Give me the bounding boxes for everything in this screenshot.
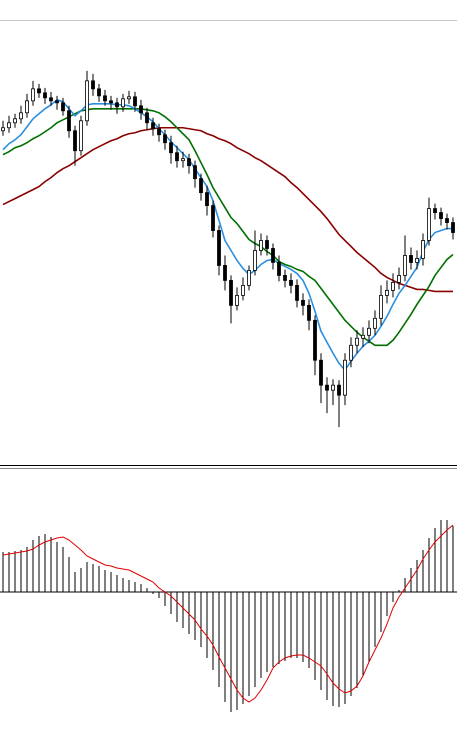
candle-body (199, 178, 203, 194)
candle-body (367, 327, 371, 336)
candle-body (97, 88, 101, 97)
candle-body (25, 100, 29, 114)
candle-body (151, 122, 155, 130)
candle-body (49, 97, 53, 102)
moving-average-line (2, 108, 454, 347)
candle-body (121, 98, 125, 108)
moving-average-line (2, 126, 453, 293)
candle-body (211, 205, 215, 231)
candle-body (391, 282, 395, 291)
candle-body (247, 270, 251, 286)
candle-body (349, 344, 353, 361)
candle-body (187, 158, 191, 167)
candle-body (307, 304, 311, 321)
candle-body (43, 92, 47, 99)
candle-body (67, 110, 71, 132)
candle-body (217, 230, 221, 266)
candle-body (271, 248, 275, 263)
candle-body (181, 158, 185, 162)
candle-body (277, 262, 281, 276)
candle-body (85, 80, 89, 122)
candle-body (1, 127, 5, 132)
candle-body (421, 240, 425, 259)
candle-body (103, 95, 107, 102)
candle-body (133, 96, 137, 107)
candle-body (193, 165, 197, 180)
candle-body (385, 289, 389, 296)
candle-body (325, 384, 329, 391)
candle-body (361, 334, 365, 339)
candle-body (445, 218, 449, 223)
candle-body (109, 100, 113, 104)
candle-body (259, 240, 263, 251)
candle-body (241, 285, 245, 296)
candle-body (283, 275, 287, 281)
candle-body (295, 285, 299, 301)
candle-body (397, 275, 401, 283)
candle-body (163, 134, 167, 144)
candle-body (19, 112, 23, 120)
candle-body (175, 152, 179, 162)
candle-body (145, 112, 149, 124)
candle-body (379, 294, 383, 319)
candle-body (55, 100, 59, 104)
candle-body (403, 255, 407, 276)
candle-body (427, 208, 431, 241)
candle-body (169, 142, 173, 154)
candle-body (265, 240, 269, 249)
signal-line (2, 524, 454, 703)
candle-body (157, 128, 161, 136)
candle-body (37, 88, 41, 94)
candle-body (289, 280, 293, 286)
candle-body (343, 359, 347, 396)
candle-body (79, 120, 83, 152)
candle-body (91, 80, 95, 90)
candle-body (235, 294, 239, 306)
candle-body (319, 359, 323, 386)
candle-body (355, 337, 359, 346)
candle-body (331, 384, 335, 391)
candle-body (31, 88, 35, 102)
candle-body (115, 102, 119, 108)
candle-body (433, 208, 437, 213)
candle-body (205, 192, 209, 206)
candle-body (451, 222, 455, 233)
candle-body (127, 96, 131, 100)
candle-body (223, 265, 227, 281)
candle-body (61, 102, 65, 112)
candle-body (409, 255, 413, 263)
candle-body (373, 317, 377, 329)
candle-body (415, 258, 419, 263)
candle-body (253, 250, 257, 271)
candle-body (7, 122, 11, 129)
candle-body (301, 299, 305, 306)
candle-body (337, 384, 341, 396)
candle-body (313, 319, 317, 361)
candle-body (73, 130, 77, 152)
candle-body (229, 280, 233, 306)
candle-body (439, 212, 443, 219)
candle-body (13, 118, 17, 124)
candle-body (139, 105, 143, 114)
moving-average-line (2, 98, 453, 372)
